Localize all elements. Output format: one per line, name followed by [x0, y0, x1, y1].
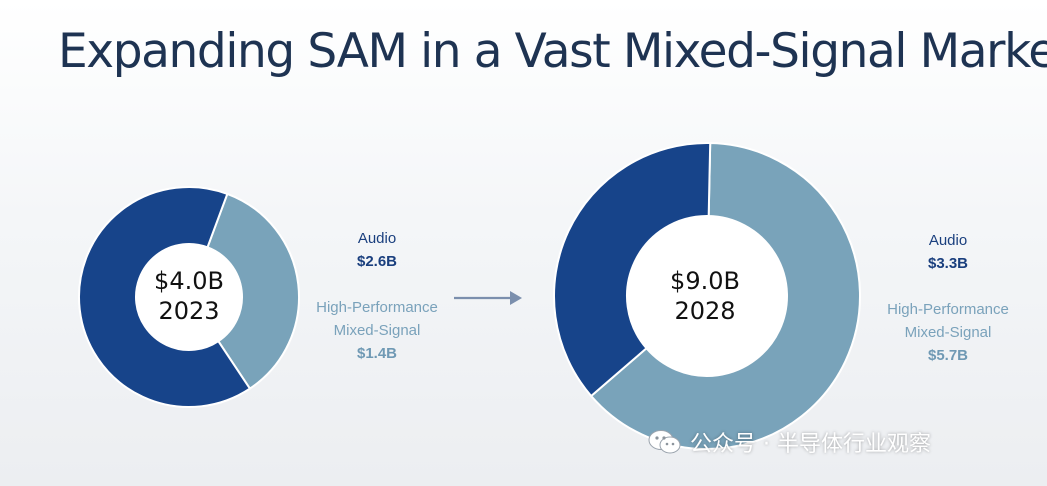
legend-audio-label-2023: Audio: [357, 230, 397, 247]
wechat-icon: [648, 430, 681, 454]
legend-audio-label-2028: Audio: [928, 232, 968, 249]
watermark-text: 公众号 · 半导体行业观察: [690, 432, 931, 457]
legend-hpms-line2-2028: Mixed-Signal: [904, 324, 992, 341]
legend-audio-value-2028: $3.3B: [927, 255, 969, 272]
legend-hpms-value-2028: $5.7B: [927, 347, 969, 364]
legend-audio-value-2023: $2.6B: [356, 253, 398, 270]
legend-hpms-line1-2023: High-Performance: [316, 299, 438, 316]
center-year-2028: 2028: [674, 297, 736, 325]
donut-chart-2028: [553, 142, 861, 450]
legend-audio-2023: Audio $2.6B: [317, 227, 437, 273]
legend-hpms-line1-2028: High-Performance: [887, 301, 1009, 318]
donut-hole-2023: [136, 244, 242, 350]
center-value-2023: $4.0B: [154, 267, 224, 295]
legend-hpms-line2-2023: Mixed-Signal: [333, 322, 421, 339]
center-value-2028: $9.0B: [670, 267, 740, 295]
legend-audio-2028: Audio $3.3B: [888, 229, 1008, 275]
center-year-2023: 2023: [158, 297, 220, 325]
right-arrow-icon: [454, 291, 522, 305]
center-label-2023: $4.0B 2023: [129, 266, 249, 326]
legend-hpms-value-2023: $1.4B: [356, 345, 398, 362]
donut-chart-2023: [78, 186, 300, 408]
legend-hpms-2023: High-Performance Mixed-Signal $1.4B: [307, 296, 447, 365]
legend-hpms-2028: High-Performance Mixed-Signal $5.7B: [878, 298, 1018, 367]
donut-slice-hpms-2023: [206, 192, 300, 391]
donut-slice-audio-2028: [553, 142, 712, 398]
center-label-2028: $9.0B 2028: [645, 266, 765, 326]
donut-hole-2028: [627, 216, 787, 376]
page-title: Expanding SAM in a Vast Mixed-Signal Mar…: [58, 24, 1047, 79]
watermark: 公众号 · 半导体行业观察: [648, 426, 931, 458]
